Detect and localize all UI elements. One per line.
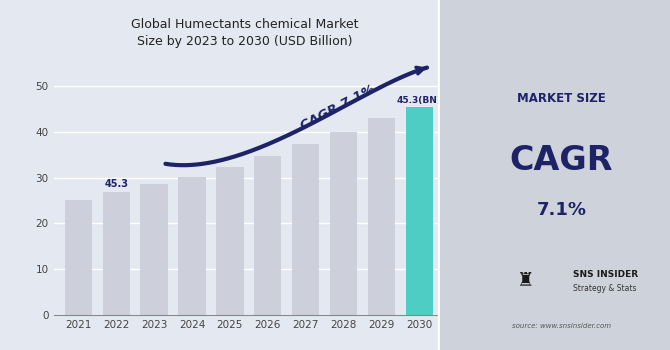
Text: MARKET SIZE: MARKET SIZE bbox=[517, 91, 606, 105]
Text: ♜: ♜ bbox=[517, 271, 535, 289]
Bar bbox=[330, 132, 357, 315]
Bar bbox=[64, 201, 92, 315]
Text: 45.3(BN): 45.3(BN) bbox=[397, 96, 442, 105]
Bar bbox=[406, 107, 433, 315]
Bar bbox=[216, 167, 243, 315]
Text: Global Humectants chemical Market
Size by 2023 to 2030 (USD Billion): Global Humectants chemical Market Size b… bbox=[131, 18, 358, 48]
Text: SNS INSIDER: SNS INSIDER bbox=[573, 270, 638, 279]
Bar bbox=[292, 144, 320, 315]
Text: 45.3: 45.3 bbox=[104, 180, 128, 189]
Bar bbox=[254, 155, 281, 315]
Bar bbox=[103, 192, 130, 315]
Bar bbox=[178, 177, 206, 315]
Text: 7.1%: 7.1% bbox=[537, 201, 586, 219]
Text: CAGR: CAGR bbox=[510, 145, 613, 177]
Bar bbox=[141, 183, 168, 315]
Text: Strategy & Stats: Strategy & Stats bbox=[573, 284, 636, 293]
Text: CAGR 7.1%: CAGR 7.1% bbox=[298, 82, 377, 132]
Bar bbox=[368, 118, 395, 315]
Text: source: www.snsinsider.com: source: www.snsinsider.com bbox=[512, 322, 611, 329]
